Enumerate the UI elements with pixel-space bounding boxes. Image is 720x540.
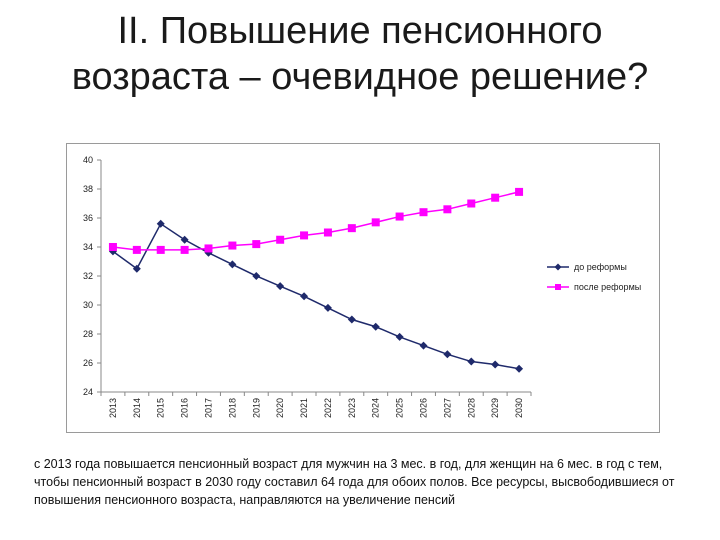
x-tick-label: 2013 [108, 398, 118, 418]
data-point-after-reform [204, 244, 213, 253]
x-tick-label: 2027 [442, 398, 452, 418]
x-tick-label: 2024 [371, 398, 381, 418]
y-tick-label: 36 [83, 213, 93, 223]
x-tick-label: 2026 [419, 398, 429, 418]
x-tick-label: 2018 [227, 398, 237, 418]
x-tick-label: 2028 [466, 398, 476, 418]
data-point-after-reform [347, 224, 356, 233]
x-tick-label: 2025 [395, 398, 405, 418]
data-point-after-reform [300, 231, 309, 240]
chart-axes [100, 160, 531, 393]
data-point-after-reform [419, 208, 428, 217]
data-point-before-reform [276, 282, 285, 291]
x-tick-label: 2023 [347, 398, 357, 418]
x-tick-label: 2030 [514, 398, 524, 418]
data-point-before-reform [395, 332, 404, 341]
x-tick-label: 2019 [251, 398, 261, 418]
y-axis-ticks: 24 26 28 30 32 34 36 38 40 [83, 155, 101, 397]
series-line-before-reform [112, 222, 520, 370]
x-tick-label: 2029 [490, 398, 500, 418]
data-point-before-reform [347, 315, 356, 324]
data-point-after-reform [395, 212, 404, 221]
data-point-after-reform [443, 205, 452, 214]
legend-marker-before-reform [554, 263, 562, 271]
x-tick-label: 2022 [323, 398, 333, 418]
chart-series [108, 187, 524, 373]
series-line-after-reform [112, 191, 520, 251]
data-point-before-reform [156, 219, 165, 228]
slide-title-line-1: II. Повышение пенсионного [117, 10, 603, 52]
data-point-after-reform [156, 245, 165, 254]
data-point-before-reform [228, 260, 237, 269]
x-tick-label: 2020 [275, 398, 285, 418]
y-tick-label: 32 [83, 271, 93, 281]
data-point-before-reform [467, 357, 476, 366]
data-point-after-reform [467, 199, 476, 208]
legend-marker-after-reform [555, 284, 561, 290]
data-point-after-reform [276, 235, 285, 244]
data-point-before-reform [132, 264, 141, 273]
y-tick-label: 26 [83, 358, 93, 368]
legend-label-after-reform: после реформы [574, 282, 641, 292]
x-tick-label: 2021 [299, 398, 309, 418]
y-tick-label: 40 [83, 155, 93, 165]
data-point-after-reform [132, 245, 141, 254]
x-tick-label: 2014 [132, 398, 142, 418]
data-point-before-reform [371, 322, 380, 331]
data-point-after-reform [228, 241, 237, 250]
data-point-after-reform [323, 228, 332, 237]
y-tick-label: 28 [83, 329, 93, 339]
y-tick-label: 30 [83, 300, 93, 310]
data-point-after-reform [180, 245, 189, 254]
data-point-before-reform [419, 341, 428, 350]
data-point-before-reform [252, 272, 261, 280]
x-axis-ticks: 2013 2014 2015 2016 2017 2018 2019 2020 2021 2022… [100, 392, 532, 418]
data-point-after-reform [371, 218, 380, 227]
data-point-before-reform [180, 235, 189, 244]
data-point-after-reform [252, 240, 261, 249]
data-point-after-reform [491, 193, 500, 202]
chart-legend: до реформы после реформы [547, 262, 641, 292]
data-point-after-reform [515, 187, 524, 196]
slide-caption: с 2013 года повышается пенсионный возрас… [34, 457, 675, 507]
legend-label-before-reform: до реформы [574, 262, 627, 272]
x-tick-label: 2015 [156, 398, 166, 418]
data-point-before-reform [323, 303, 332, 312]
data-point-before-reform [443, 350, 452, 359]
data-point-before-reform [300, 292, 309, 301]
x-tick-label: 2016 [180, 398, 190, 418]
chart-frame: 24 26 28 30 32 34 36 38 40 2013 2014 2015 2016 2017 2… [66, 143, 660, 433]
data-point-after-reform [108, 243, 117, 251]
x-tick-label: 2017 [204, 398, 214, 418]
y-tick-label: 34 [83, 242, 93, 252]
y-tick-label: 24 [83, 387, 93, 397]
slide-title: II. Повышение пенсионного возраста – оче… [0, 8, 720, 100]
data-point-before-reform [515, 364, 524, 373]
data-point-before-reform [491, 360, 500, 369]
slide-title-line-2: возраста – очевидное решение? [71, 56, 649, 98]
y-tick-label: 38 [83, 184, 93, 194]
